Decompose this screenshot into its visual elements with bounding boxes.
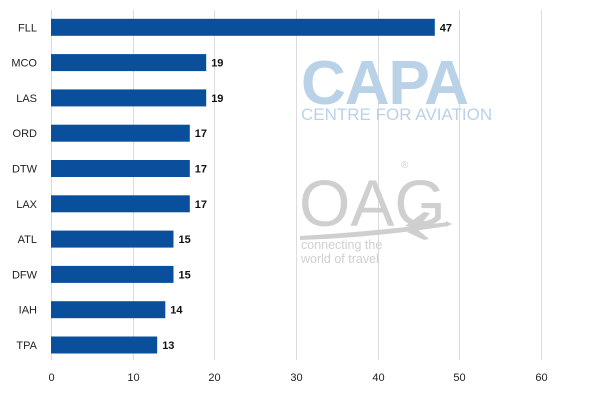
category-label-atl: ATL xyxy=(18,234,37,246)
value-label-lax: 17 xyxy=(195,199,207,211)
oag-tagline-line-2: world of travel xyxy=(300,252,379,266)
category-label-fll: FLL xyxy=(18,22,37,34)
x-tick-label-30: 30 xyxy=(290,372,302,384)
category-labels: FLL MCO LAS ORD DTW LAX ATL DFW IAH TPA xyxy=(11,22,37,352)
category-label-ord: ORD xyxy=(13,128,38,140)
capa-logo: CAPA xyxy=(301,49,468,118)
category-label-dfw: DFW xyxy=(12,269,38,281)
bars xyxy=(51,18,435,354)
bar-fll xyxy=(51,18,435,36)
bar-las xyxy=(51,89,207,107)
value-label-dfw: 15 xyxy=(179,269,191,281)
bar-iah xyxy=(51,301,166,319)
category-label-las: LAS xyxy=(16,93,37,105)
bar-dtw xyxy=(51,160,190,177)
bar-tpa xyxy=(51,336,158,354)
bar-mco xyxy=(51,54,207,72)
category-label-iah: IAH xyxy=(19,305,37,317)
bar-atl xyxy=(51,230,174,248)
value-label-atl: 15 xyxy=(179,234,191,246)
category-label-lax: LAX xyxy=(16,199,37,211)
category-label-tpa: TPA xyxy=(16,340,37,352)
oag-tagline-line-1: connecting the xyxy=(301,238,382,252)
x-tick-label-10: 10 xyxy=(127,372,139,384)
watermark: CAPA CENTRE FOR AVIATION OAG ® connectin… xyxy=(299,49,492,266)
value-label-iah: 14 xyxy=(170,305,183,317)
value-label-tpa: 13 xyxy=(162,340,174,352)
x-tick-label-20: 20 xyxy=(208,372,220,384)
x-tick-label-50: 50 xyxy=(453,372,465,384)
x-tick-label-0: 0 xyxy=(48,372,54,384)
capa-subtitle: CENTRE FOR AVIATION xyxy=(301,105,492,124)
data-labels: 47 19 19 17 17 17 15 15 14 13 xyxy=(162,22,452,352)
x-axis-tick-labels: 0 10 20 30 40 50 60 xyxy=(48,372,547,384)
category-label-mco: MCO xyxy=(11,58,37,70)
value-label-dtw: 17 xyxy=(195,164,207,176)
value-label-mco: 19 xyxy=(211,58,223,70)
bar-dfw xyxy=(51,265,174,283)
x-tick-label-60: 60 xyxy=(535,372,547,384)
x-tick-label-40: 40 xyxy=(372,372,384,384)
value-label-las: 19 xyxy=(211,93,223,105)
bar-lax xyxy=(51,195,190,213)
oag-registered-mark: ® xyxy=(401,160,409,171)
airplane-icon xyxy=(300,212,452,240)
bar-ord xyxy=(51,124,190,142)
value-label-ord: 17 xyxy=(195,128,207,140)
category-label-dtw: DTW xyxy=(12,164,38,176)
value-label-fll: 47 xyxy=(440,22,452,34)
